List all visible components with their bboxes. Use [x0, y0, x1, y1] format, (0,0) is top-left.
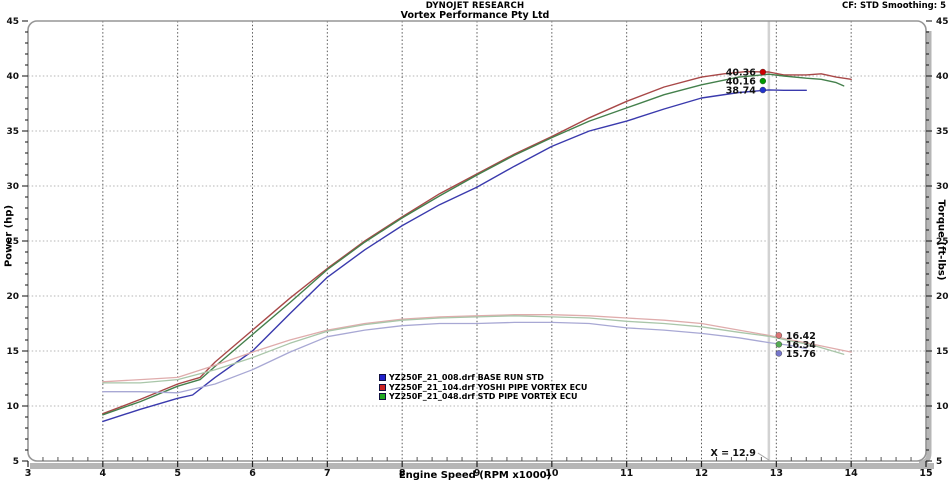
page-title: DYNOJET RESEARCH	[425, 1, 525, 11]
legend-label: YZ250F_21_048.drf STD PIPE VORTEX ECU	[389, 392, 578, 401]
y-axis-tick-label: 35	[936, 127, 949, 137]
y-axis-tick-label: 20	[936, 292, 949, 302]
y-axis-tick-label: 30	[936, 182, 949, 192]
cursor-value-label: 15.76	[786, 349, 816, 360]
x-axis-tick-label: 8	[399, 468, 406, 479]
cursor-x-label: X = 12.9	[711, 448, 756, 459]
x-axis-tick-label: 10	[545, 468, 559, 479]
right-axis-band	[918, 31, 932, 466]
y-axis-tick-label: 10	[6, 402, 19, 412]
y-axis-tick-label: 25	[6, 237, 19, 247]
y-axis-tick-label: 5	[936, 457, 942, 467]
x-axis-tick-label: 3	[25, 468, 32, 479]
legend-label: YZ250F_21_104.drf YOSHI PIPE VORTEX ECU	[389, 382, 588, 392]
cursor-value-label: 40.16	[726, 77, 756, 88]
x-axis-tick-label: 6	[249, 468, 256, 479]
rpm-axis-label: Engine Speed (RPM x1000)	[398, 470, 552, 481]
cursor-value-label: 40.36	[726, 68, 756, 79]
cursor-value-dot	[759, 86, 767, 94]
torque-curve[interactable]	[102, 321, 807, 394]
cursor-value-dot	[775, 332, 783, 339]
x-axis-tick-label: 11	[620, 468, 633, 479]
x-axis-tick-label: 4	[100, 468, 107, 479]
cursor-value-label: 16.42	[786, 331, 816, 342]
x-axis-tick-label: 14	[845, 468, 859, 479]
cursor-value-label: 38.74	[726, 86, 756, 97]
legend: YZ250F_21_008.drf BASE RUN STD YZ250F_21_…	[379, 373, 587, 402]
y-axis-tick-label: 45	[6, 17, 19, 27]
y-axis-tick-label: 35	[6, 127, 19, 137]
power-curve[interactable]	[102, 70, 852, 415]
legend-item: YZ250F_21_008.drf BASE RUN STD	[379, 373, 587, 383]
cursor-value-dot	[759, 77, 767, 85]
legend-color-marker	[379, 393, 386, 401]
x-axis-tick-label: 15	[919, 468, 932, 479]
y-axis-tick-label: 40	[936, 72, 949, 82]
y-axis-tick-label: 20	[6, 292, 19, 302]
x-axis-tick-label: 12	[695, 468, 708, 479]
legend-label: YZ250F_21_008.drf BASE RUN STD	[389, 373, 544, 382]
torque-curve[interactable]	[102, 315, 845, 384]
legend-color-marker	[379, 374, 386, 382]
y-axis-tick-label: 45	[936, 17, 949, 27]
cursor-label-leader	[757, 452, 770, 461]
y-axis-tick-label: 5	[13, 457, 19, 467]
legend-item: YZ250F_21_048.drf STD PIPE VORTEX ECU	[379, 392, 587, 402]
x-axis-tick-label: 9	[474, 468, 481, 479]
cursor-value-label: 16.34	[786, 340, 816, 351]
x-axis-tick-label: 5	[174, 468, 181, 479]
x-axis-tick-label: 7	[324, 468, 331, 479]
power-curve[interactable]	[102, 73, 845, 416]
cursor-value-dot	[775, 350, 783, 357]
bottom-axis-band	[30, 463, 934, 469]
correction-smoothing-info: CF: STD Smoothing: 5	[842, 1, 946, 11]
y-axis-tick-label: 15	[6, 347, 19, 357]
torque-curve[interactable]	[102, 314, 852, 383]
cursor-value-dot	[775, 341, 783, 348]
torque-axis-label: Torque (ft-lbs)	[935, 199, 947, 281]
power-axis-label: Power (hp)	[3, 204, 15, 268]
page-subtitle: Vortex Performance Pty Ltd	[400, 10, 550, 21]
y-axis-tick-label: 15	[936, 347, 949, 357]
x-axis-tick-label: 13	[770, 468, 783, 479]
y-axis-tick-label: 10	[936, 402, 949, 412]
y-axis-tick-label: 40	[6, 72, 19, 82]
legend-item: YZ250F_21_104.drf YOSHI PIPE VORTEX ECU	[379, 383, 587, 393]
y-axis-tick-label: 25	[936, 237, 949, 247]
legend-color-marker	[379, 383, 386, 391]
cursor-value-dot	[759, 68, 767, 76]
y-axis-tick-label: 30	[6, 182, 19, 192]
